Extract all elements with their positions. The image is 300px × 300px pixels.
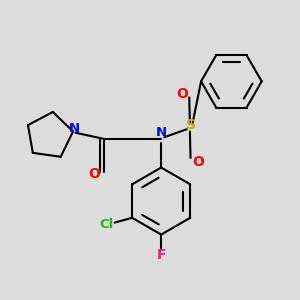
Text: O: O — [88, 167, 100, 181]
Text: N: N — [69, 122, 80, 135]
Text: Cl: Cl — [100, 218, 114, 231]
Text: O: O — [192, 155, 204, 169]
Text: O: O — [176, 86, 188, 100]
Text: N: N — [156, 126, 167, 139]
Text: F: F — [156, 248, 166, 262]
Text: S: S — [185, 118, 196, 132]
